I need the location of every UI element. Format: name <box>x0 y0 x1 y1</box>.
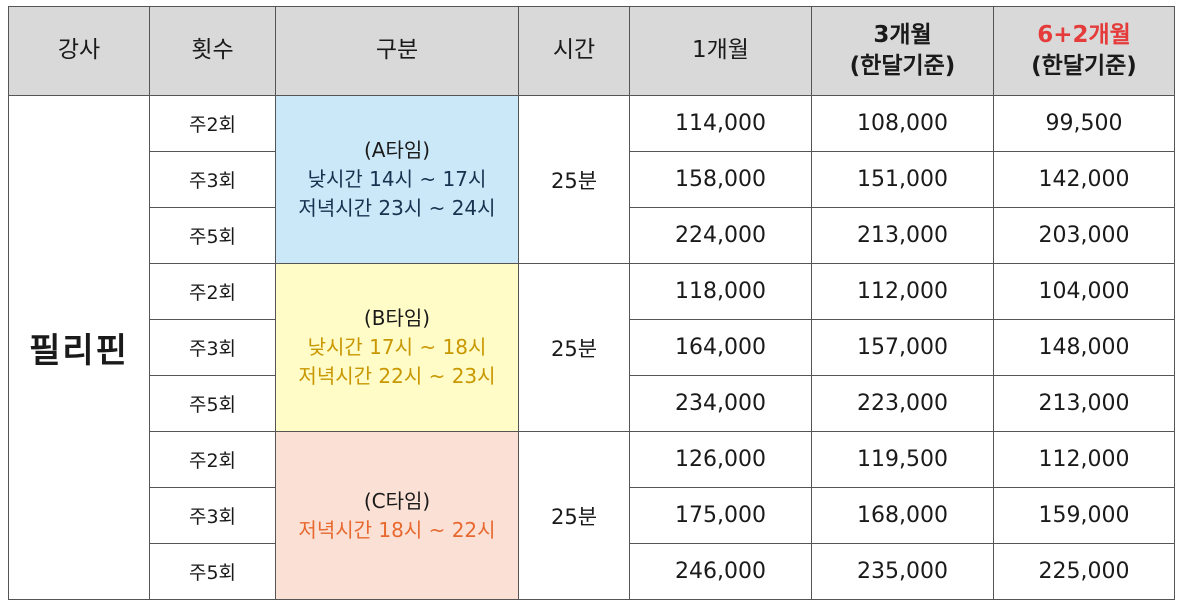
table-row: 주3회 175,000 168,000 159,000 <box>9 487 1175 544</box>
frequency-cell: 주3회 <box>149 487 276 544</box>
frequency-cell: 주5회 <box>149 207 276 264</box>
price-3month: 157,000 <box>811 319 994 376</box>
price-8month: 112,000 <box>993 431 1175 488</box>
frequency-cell: 주2회 <box>149 431 276 488</box>
slot-c-cell: (C타임) 저녁시간 18시 ~ 22시 <box>275 431 519 600</box>
price-3month: 223,000 <box>811 375 994 432</box>
header-three-month-line2: (한달기준) <box>849 53 956 79</box>
slot-c-name: (C타임) <box>363 488 431 513</box>
price-3month: 119,500 <box>811 431 994 488</box>
price-1month: 126,000 <box>629 431 812 488</box>
header-row: 강사 횟수 구분 시간 1개월 3개월 (한달기준) 6+2개월 (한달기준) <box>8 6 1175 96</box>
slot-b-time-2: 저녁시간 22시 ~ 23시 <box>298 364 496 388</box>
price-8month: 99,500 <box>993 95 1175 152</box>
slot-a-time-1: 낮시간 14시 ~ 17시 <box>307 167 487 191</box>
price-3month: 151,000 <box>811 151 994 208</box>
table-row: 주5회 246,000 235,000 225,000 <box>9 543 1175 600</box>
price-1month: 234,000 <box>629 375 812 432</box>
header-teacher: 강사 <box>8 6 150 96</box>
duration-cell-c: 25분 <box>518 431 630 600</box>
price-3month: 108,000 <box>811 95 994 152</box>
price-1month: 114,000 <box>629 95 812 152</box>
price-8month: 142,000 <box>993 151 1175 208</box>
price-1month: 246,000 <box>629 543 812 600</box>
duration-cell-a: 25분 <box>518 95 630 264</box>
table-row: 주3회 164,000 157,000 148,000 <box>9 319 1175 376</box>
header-six-month-line2: (한달기준) <box>1031 53 1137 79</box>
table-row: 주3회 158,000 151,000 142,000 <box>9 151 1175 208</box>
price-3month: 235,000 <box>811 543 994 600</box>
frequency-cell: 주2회 <box>149 263 276 320</box>
frequency-cell: 주3회 <box>149 319 276 376</box>
price-1month: 118,000 <box>629 263 812 320</box>
slot-b-cell: (B타임) 낮시간 17시 ~ 18시 저녁시간 22시 ~ 23시 <box>275 263 519 432</box>
table-row: 주5회 224,000 213,000 203,000 <box>9 207 1175 264</box>
header-one-month: 1개월 <box>629 6 812 96</box>
table-row: 필리핀 주2회 (A타임) 낮시간 14시 ~ 17시 저녁시간 23시 ~ 2… <box>8 95 1175 600</box>
frequency-cell: 주5회 <box>149 543 276 600</box>
price-8month: 203,000 <box>993 207 1175 264</box>
price-3month: 213,000 <box>811 207 994 264</box>
teacher-cell: 필리핀 <box>8 95 150 600</box>
header-three-month-line1: 3개월 <box>873 21 932 48</box>
frequency-cell: 주3회 <box>149 151 276 208</box>
header-frequency: 횟수 <box>149 6 276 96</box>
price-table: 강사 횟수 구분 시간 1개월 3개월 (한달기준) 6+2개월 (한달기준) … <box>8 6 1175 600</box>
price-3month: 112,000 <box>811 263 994 320</box>
header-time: 시간 <box>518 6 630 96</box>
slot-a-cell: (A타임) 낮시간 14시 ~ 17시 저녁시간 23시 ~ 24시 <box>275 95 519 264</box>
header-category: 구분 <box>275 6 519 96</box>
table-row: 주2회 (C타임) 저녁시간 18시 ~ 22시 25분 126,000 119… <box>9 431 1175 600</box>
price-8month: 148,000 <box>993 319 1175 376</box>
table-row: 주2회 (B타임) 낮시간 17시 ~ 18시 저녁시간 22시 ~ 23시 2… <box>9 263 1175 432</box>
slot-c-time-1: 저녁시간 18시 ~ 22시 <box>298 517 496 542</box>
price-1month: 224,000 <box>629 207 812 264</box>
slot-a-time-2: 저녁시간 23시 ~ 24시 <box>298 196 496 220</box>
price-8month: 159,000 <box>993 487 1175 544</box>
price-1month: 158,000 <box>629 151 812 208</box>
slot-a-name: (A타임) <box>363 138 431 162</box>
duration-cell-b: 25분 <box>518 263 630 432</box>
price-8month: 104,000 <box>993 263 1175 320</box>
header-three-month: 3개월 (한달기준) <box>811 6 994 96</box>
slot-b-time-1: 낮시간 17시 ~ 18시 <box>307 335 487 359</box>
price-8month: 213,000 <box>993 375 1175 432</box>
frequency-cell: 주2회 <box>149 95 276 152</box>
price-1month: 175,000 <box>629 487 812 544</box>
header-six-month: 6+2개월 (한달기준) <box>993 6 1175 96</box>
header-six-month-line1: 6+2개월 <box>1037 21 1131 48</box>
price-8month: 225,000 <box>993 543 1175 600</box>
slot-b-name: (B타임) <box>363 306 431 330</box>
price-3month: 168,000 <box>811 487 994 544</box>
price-1month: 164,000 <box>629 319 812 376</box>
frequency-cell: 주5회 <box>149 375 276 432</box>
table-row: 주5회 234,000 223,000 213,000 <box>9 375 1175 432</box>
